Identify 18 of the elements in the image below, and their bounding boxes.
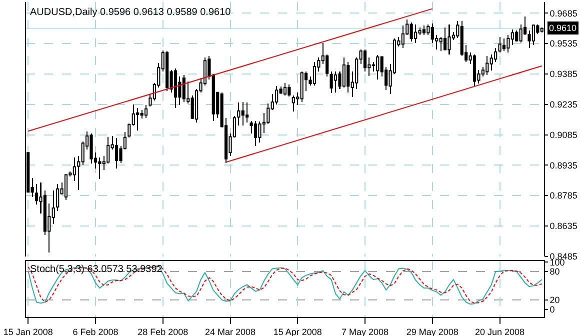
y-tick-label: 0 (550, 304, 555, 314)
text: AUDUSD,Daily 0.9596 0.9613 0.9589 0.9610 (30, 7, 232, 18)
y-tick-label: 0.8635 (550, 221, 578, 232)
y-tick-label: 0.9535 (550, 38, 578, 49)
y-tick-label: 20 (550, 294, 560, 305)
y-tick-label: 0.9085 (550, 130, 578, 140)
y-tick-label: 0.9385 (550, 69, 578, 80)
y-tick-label: 0.9685 (550, 8, 578, 18)
y-tick-label: 0.8785 (550, 190, 578, 201)
y-tick-label: 80 (550, 266, 560, 277)
ref-line-label: 0.9610 (549, 23, 577, 33)
x-tick-label: 24 Mar 2008 (204, 326, 256, 336)
x-tick-label: 20 Jun 2008 (475, 326, 525, 336)
x-tick-label: 15 Jan 2008 (3, 326, 53, 336)
y-tick-label: 0.9235 (550, 100, 578, 110)
x-tick-label: 6 Feb 2008 (72, 326, 118, 336)
y-tick-label: 0.8935 (550, 160, 578, 170)
x-tick-label: 28 Feb 2008 (138, 326, 188, 336)
